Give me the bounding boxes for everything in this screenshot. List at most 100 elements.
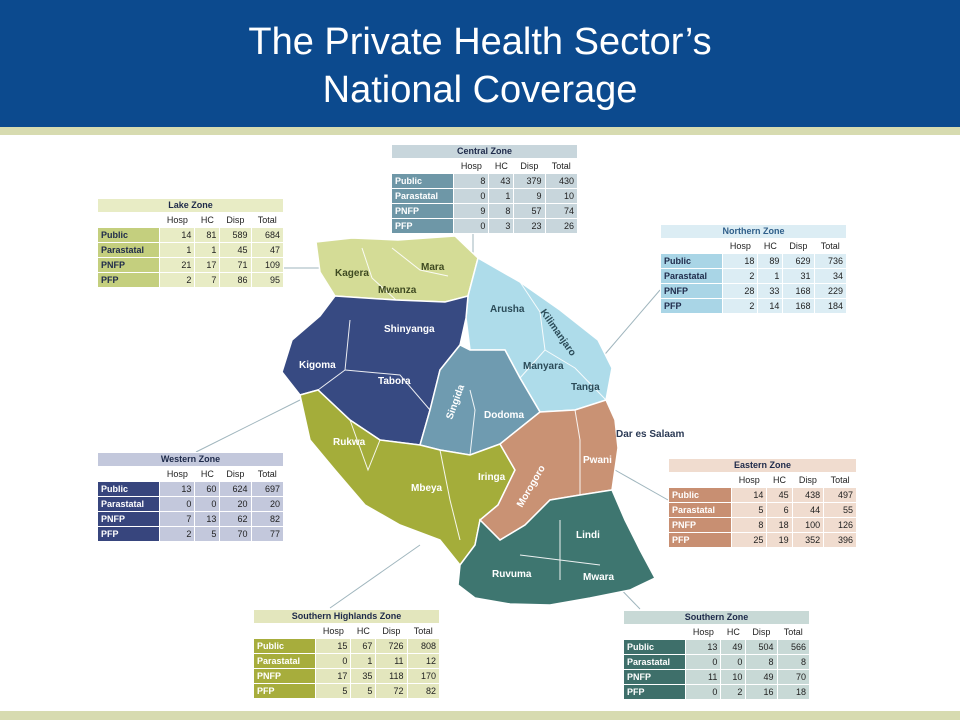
row-label: PNFP [390,203,455,219]
label-tanga: Tanga [571,382,600,393]
table-cell: 0 [685,684,722,700]
table-cell: 0 [720,654,747,670]
table-cell: 7 [194,272,221,288]
table-cell: 26 [544,218,579,234]
table-cell: 2 [722,268,759,284]
slide-title: The Private Health Sector’s National Cov… [0,18,960,114]
table-cell: 72 [375,683,408,699]
table-row: PFP 0 2 16 18 [622,684,811,700]
table-cell: 0 [453,218,490,234]
corner-cell [96,466,161,482]
table-cell: 33 [757,283,784,299]
row-label: PNFP [96,257,161,273]
table-cell: 0 [315,653,352,669]
southern-zone-region [457,489,657,606]
table-cell: 19 [766,532,793,548]
southern-highlands-connector [329,544,421,609]
column-header: Total [250,466,285,482]
table-cell: 229 [813,283,848,299]
label-pwani: Pwani [583,455,612,466]
table-row: Public 18 89 629 736 [659,253,848,269]
row-label: Public [667,487,733,503]
table-cell: 8 [776,654,811,670]
table-row: Public 14 81 589 684 [96,227,285,243]
row-label: PNFP [667,517,733,533]
table-cell: 81 [194,227,221,243]
table-row: PNFP 8 18 100 126 [667,517,857,533]
column-header: Hosp [453,158,490,174]
column-header: Disp [745,624,778,640]
table-cell: 9 [453,203,490,219]
table-cell: 20 [250,496,285,512]
eastern-connector [614,469,669,501]
row-label: Parastatal [96,496,161,512]
western-connector [195,399,301,453]
southern-zone-title: Southern Zone [623,610,810,625]
table-row: Parastatal 1 1 45 47 [96,242,285,258]
table-cell: 20 [219,496,252,512]
table-cell: 49 [745,669,778,685]
label-mwanza: Mwanza [378,285,417,296]
table-cell: 70 [219,526,252,542]
table-cell: 126 [823,517,857,533]
row-label: PFP [96,272,161,288]
label-iringa: Iringa [478,472,506,483]
table-row: Public 8 43 379 430 [390,173,579,189]
table-row: Public 14 45 438 497 [667,487,857,503]
table-cell: 12 [406,653,441,669]
column-header: Disp [782,238,815,254]
table-cell: 95 [250,272,285,288]
slide-title-line2: National Coverage [322,69,638,111]
table-row: PFP 25 19 352 396 [667,532,857,548]
row-label: Parastatal [96,242,161,258]
table-cell: 100 [791,517,825,533]
table-row: PNFP 28 33 168 229 [659,283,848,299]
table-row: Parastatal 2 1 31 34 [659,268,848,284]
western-zone-title: Western Zone [97,452,284,467]
table-cell: 34 [813,268,848,284]
column-header: HC [194,466,221,482]
southern-zone-table: Southern Zone Hosp HC Disp Total Public 13 49 50… [622,610,811,700]
row-label: Public [96,227,161,243]
table-cell: 77 [250,526,285,542]
table-cell: 55 [823,502,857,518]
column-header: Total [776,624,811,640]
footer-stripe [0,711,960,720]
table-cell: 71 [219,257,252,273]
table-cell: 184 [813,298,848,314]
row-label: PFP [667,532,733,548]
eastern-zone-title: Eastern Zone [668,458,857,473]
column-header: HC [757,238,784,254]
column-header: Hosp [159,212,196,228]
table-cell: 504 [745,639,778,655]
column-header: HC [720,624,747,640]
label-ruvuma: Ruvuma [492,569,532,580]
row-label: PNFP [96,511,161,527]
table-row: Parastatal 0 1 11 12 [252,653,441,669]
table-cell: 60 [194,481,221,497]
table-cell: 2 [159,272,196,288]
table-cell: 45 [766,487,793,503]
label-manyara: Manyara [523,361,564,372]
table-cell: 0 [159,496,196,512]
table-cell: 17 [315,668,352,684]
corner-cell [252,623,317,639]
label-shinyanga: Shinyanga [384,324,435,335]
table-cell: 118 [375,668,408,684]
table-cell: 396 [823,532,857,548]
label-kigoma: Kigoma [299,360,336,371]
column-header: HC [488,158,515,174]
table-cell: 8 [731,517,768,533]
table-cell: 168 [782,298,815,314]
label-kagera: Kagera [335,268,369,279]
table-cell: 3 [488,218,515,234]
lake-zone-table: Lake Zone Hosp HC Disp Total Public 14 81 589 684… [96,198,285,288]
table-cell: 17 [194,257,221,273]
table-cell: 808 [406,638,441,654]
table-cell: 10 [544,188,579,204]
table-cell: 8 [745,654,778,670]
table-cell: 18 [766,517,793,533]
column-header: Total [406,623,441,639]
table-row: PNFP 11 10 49 70 [622,669,811,685]
